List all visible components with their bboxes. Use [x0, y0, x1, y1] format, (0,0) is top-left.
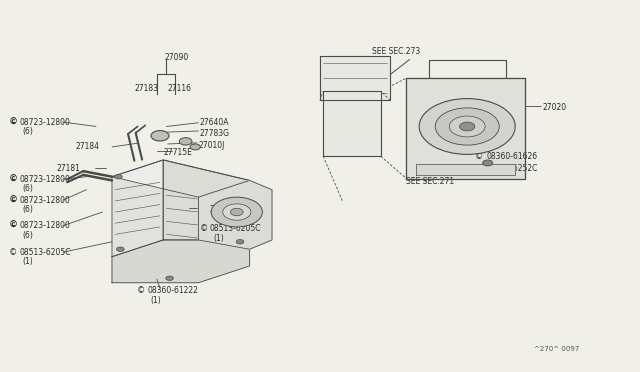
Text: (1): (1)	[150, 296, 161, 305]
Text: 08513-6205C: 08513-6205C	[19, 248, 70, 257]
Polygon shape	[112, 240, 250, 283]
Circle shape	[115, 174, 122, 179]
Circle shape	[151, 131, 169, 141]
Text: 27183: 27183	[134, 84, 159, 93]
Text: 27184: 27184	[76, 142, 99, 151]
Text: 08723-12800: 08723-12800	[19, 221, 70, 230]
Polygon shape	[406, 78, 525, 179]
Text: 08723-12800: 08723-12800	[19, 118, 70, 126]
Text: (1): (1)	[22, 257, 33, 266]
Text: ^270^ 0097: ^270^ 0097	[534, 346, 580, 352]
Circle shape	[223, 204, 251, 220]
Text: 08723-12800: 08723-12800	[19, 196, 70, 205]
Circle shape	[236, 240, 244, 244]
Text: ©: ©	[200, 224, 208, 233]
Polygon shape	[112, 160, 163, 257]
Polygon shape	[112, 160, 250, 197]
Text: ©: ©	[10, 248, 17, 257]
Text: 08513-6205C: 08513-6205C	[210, 224, 261, 233]
Text: (6): (6)	[22, 127, 33, 136]
Circle shape	[449, 116, 485, 137]
Text: 27181: 27181	[56, 164, 80, 173]
Text: ©: ©	[9, 175, 18, 184]
Circle shape	[211, 197, 262, 227]
Polygon shape	[320, 56, 390, 100]
Text: 27010J: 27010J	[198, 141, 225, 150]
Text: 08723-12800: 08723-12800	[19, 175, 70, 184]
Text: ©: ©	[476, 164, 483, 173]
Polygon shape	[323, 91, 381, 156]
Text: 27020: 27020	[543, 103, 567, 112]
Text: 27090: 27090	[164, 53, 189, 62]
Text: 08360-61222: 08360-61222	[147, 286, 198, 295]
Circle shape	[483, 160, 493, 166]
Circle shape	[166, 276, 173, 280]
Text: SEE SEC.273: SEE SEC.273	[372, 47, 420, 56]
Text: ©: ©	[9, 221, 18, 230]
Circle shape	[435, 108, 499, 145]
Text: 08513-6252C: 08513-6252C	[486, 164, 538, 173]
Circle shape	[179, 138, 192, 145]
Circle shape	[190, 144, 200, 150]
Polygon shape	[416, 164, 515, 175]
Text: 27715E: 27715E	[163, 148, 192, 157]
Text: 27010: 27010	[209, 205, 234, 214]
Text: (6): (6)	[22, 185, 33, 193]
Circle shape	[460, 122, 475, 131]
Circle shape	[419, 99, 515, 154]
Polygon shape	[198, 180, 272, 249]
Text: ©: ©	[9, 118, 18, 126]
Text: 27783G: 27783G	[200, 129, 230, 138]
Text: (6): (6)	[22, 231, 33, 240]
Text: ©: ©	[138, 286, 145, 295]
Text: (1): (1)	[213, 234, 224, 243]
Text: 27640A: 27640A	[200, 118, 229, 126]
Text: 27116: 27116	[168, 84, 192, 93]
Circle shape	[116, 247, 124, 251]
Text: SEE SEC.271: SEE SEC.271	[406, 177, 454, 186]
Text: ©: ©	[9, 196, 18, 205]
Circle shape	[230, 208, 243, 216]
Polygon shape	[163, 160, 250, 240]
Text: (6): (6)	[22, 205, 33, 214]
Text: ©: ©	[476, 152, 483, 161]
Text: 08360-61626: 08360-61626	[486, 152, 538, 161]
